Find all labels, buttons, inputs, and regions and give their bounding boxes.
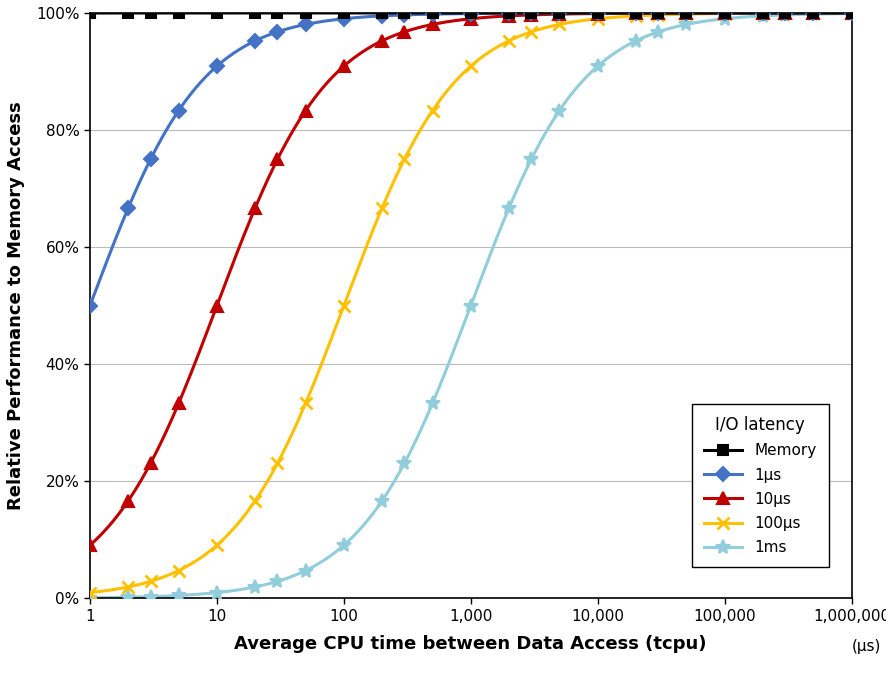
X-axis label: Average CPU time between Data Access (tcpu): Average CPU time between Data Access (tc… <box>234 635 706 653</box>
Y-axis label: Relative Performance to Memory Access: Relative Performance to Memory Access <box>7 101 25 510</box>
Text: (μs): (μs) <box>851 639 880 654</box>
Legend: Memory, 1μs, 10μs, 100μs, 1ms: Memory, 1μs, 10μs, 100μs, 1ms <box>691 404 828 567</box>
